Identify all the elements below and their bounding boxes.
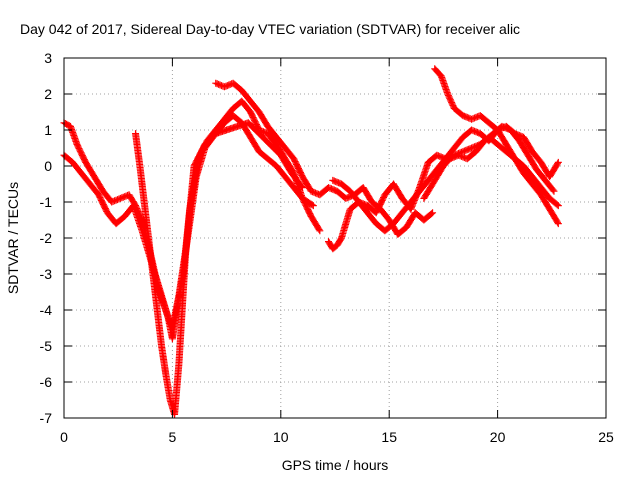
y-tick-label: 2 (44, 86, 52, 102)
data-points (60, 65, 562, 418)
data-point (553, 201, 561, 209)
y-tick-label: -4 (40, 302, 53, 318)
grid-lines (64, 58, 606, 418)
y-tick-label: -3 (40, 266, 53, 282)
y-tick-label: 1 (44, 122, 52, 138)
data-point (554, 220, 562, 228)
x-tick-labels: 0 5 10 15 20 25 (60, 429, 614, 445)
data-point (427, 210, 435, 218)
x-tick-label: 5 (169, 429, 177, 445)
x-axis-title: GPS time / hours (282, 457, 389, 473)
data-point (298, 184, 306, 192)
series-trace-3 (132, 119, 306, 418)
data-point (298, 182, 306, 190)
data-point (554, 158, 562, 166)
x-tick-label: 15 (381, 429, 397, 445)
data-point (309, 202, 317, 210)
data-point (316, 227, 324, 235)
data-point (554, 160, 562, 168)
y-tick-label: 0 (44, 158, 52, 174)
data-point (550, 187, 558, 195)
y-tick-label: -2 (40, 230, 53, 246)
y-tick-label: -7 (40, 410, 53, 426)
data-point (308, 201, 316, 209)
tick-marks (63, 57, 607, 419)
x-tick-label: 10 (273, 429, 289, 445)
y-tick-label: -6 (40, 374, 53, 390)
y-axis-title: SDTVAR / TECUs (5, 182, 21, 294)
data-point (554, 218, 562, 226)
y-tick-label: -5 (40, 338, 53, 354)
chart-title: Day 042 of 2017, Sidereal Day-to-day VTE… (20, 21, 520, 37)
data-point (429, 209, 437, 217)
series-trace-4 (212, 79, 437, 238)
x-tick-label: 0 (60, 429, 68, 445)
x-tick-label: 25 (598, 429, 614, 445)
x-tick-label: 20 (490, 429, 506, 445)
y-tick-label: 3 (44, 50, 52, 66)
y-tick-label: -1 (40, 194, 53, 210)
series-trace-8 (420, 122, 558, 202)
y-tick-labels: -7 -6 -5 -4 -3 -2 -1 0 1 2 3 (40, 50, 53, 426)
data-point (315, 225, 323, 233)
data-point (549, 186, 557, 194)
data-point (554, 202, 562, 210)
